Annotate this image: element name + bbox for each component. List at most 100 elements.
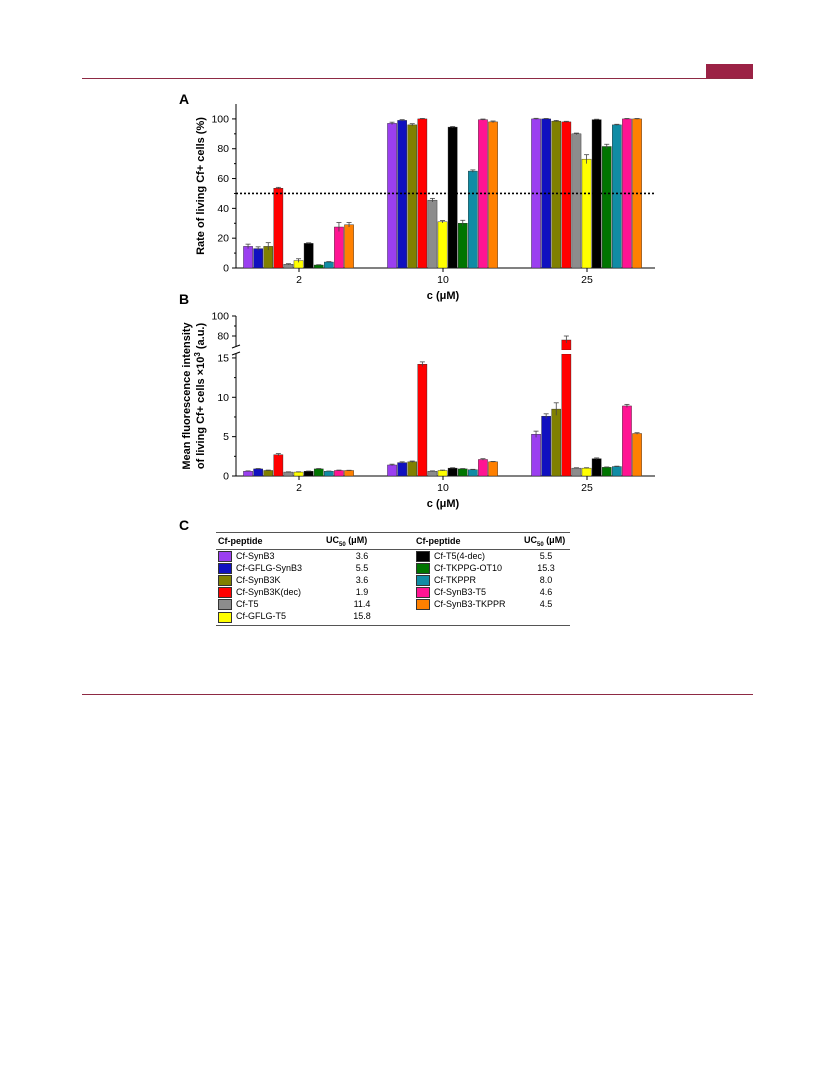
y-tick-label: 10	[217, 392, 229, 404]
bar	[313, 264, 324, 269]
peptide-cell: Cf-T5	[216, 598, 324, 611]
y-tick-label: 15	[217, 352, 229, 364]
x-tick-label: 25	[581, 274, 593, 286]
table-row: Cf-SynB3 3.6 Cf-T5(4-dec) 5.5	[216, 549, 570, 562]
peptide-cell: Cf-TKPPG-OT10	[400, 562, 522, 575]
color-swatch	[416, 575, 430, 587]
bar	[561, 121, 572, 269]
uc-subscript: 50	[537, 541, 544, 548]
col-peptide-left: Cf-peptide	[216, 532, 324, 550]
bar	[612, 466, 622, 477]
bar	[478, 459, 488, 477]
bar	[407, 124, 418, 269]
bar	[478, 119, 488, 269]
uc50-value: 5.5	[539, 550, 553, 561]
uc50-value	[522, 610, 570, 626]
bar	[457, 468, 468, 477]
uc50-value: 4.5	[539, 599, 553, 610]
peptide-name: Cf-GFLG-T5	[236, 611, 287, 622]
bottom-rule	[82, 694, 753, 695]
color-swatch	[218, 575, 232, 587]
bar	[243, 471, 253, 477]
peptide-name: Cf-TKPPG-OT10	[434, 562, 503, 573]
color-swatch	[218, 611, 232, 623]
y-tick-label: 80	[217, 143, 229, 155]
bar	[581, 158, 592, 269]
y-tick-label: 100	[211, 311, 229, 323]
peptide-name: Cf-TKPPR	[434, 575, 477, 586]
y-tick-label: 0	[223, 263, 229, 275]
y-tick-label: 100	[211, 113, 229, 125]
peptide-name: Cf-T5	[236, 599, 259, 610]
x-tick-label: 10	[437, 482, 449, 494]
bar	[427, 199, 438, 269]
peptide-cell: Cf-SynB3K	[216, 574, 324, 587]
bar	[468, 469, 478, 477]
peptide-cell: Cf-SynB3K(dec)	[216, 586, 324, 599]
bar	[283, 471, 294, 477]
bar	[622, 405, 632, 477]
bar	[397, 462, 407, 477]
bar-lower-part	[561, 353, 572, 477]
table-row: Cf-SynB3K 3.6 Cf-TKPPR 8.0	[216, 574, 570, 587]
axis-break-mark	[231, 351, 241, 356]
color-swatch	[416, 563, 430, 575]
uc-text: UC	[524, 535, 537, 545]
x-tick-label: 25	[581, 482, 593, 494]
uc50-value: 3.6	[355, 550, 369, 561]
peptide-name: Cf-GFLG-SynB3	[236, 562, 303, 573]
color-swatch	[218, 550, 232, 562]
peptide-cell: Cf-GFLG-T5	[216, 610, 324, 626]
y-tick-label: 60	[217, 173, 229, 185]
peptide-cell: Cf-T5(4-dec)	[400, 549, 522, 562]
bar	[334, 470, 344, 477]
bar	[447, 126, 458, 269]
x-axis-title: c (μM)	[427, 290, 460, 302]
bar	[457, 223, 468, 269]
uc-unit: (μM)	[345, 535, 368, 545]
bar	[273, 188, 284, 269]
panel-label-a: A	[179, 91, 190, 107]
panel-label-c: C	[179, 517, 190, 533]
bar	[407, 461, 418, 477]
peptide-cell	[400, 610, 522, 626]
bar	[263, 470, 274, 477]
y-tick-label: 40	[217, 203, 229, 215]
header-tab	[706, 64, 753, 78]
bar	[612, 124, 622, 269]
uc50-value: 11.4	[353, 599, 371, 610]
color-swatch	[218, 563, 232, 575]
chart-b: 0 5 10 15 80 100 2 10 25 c (μM) Mean fluorescence …	[181, 311, 655, 510]
uc-text: UC	[326, 535, 339, 545]
table-row: Cf-GFLG-SynB3 5.5 Cf-TKPPG-OT10 15.3	[216, 562, 570, 575]
bar	[551, 120, 562, 269]
peptide-cell: Cf-SynB3-TKPPR	[400, 598, 522, 611]
bar	[571, 133, 582, 269]
bar	[293, 471, 304, 477]
uc50-value: 8.0	[539, 575, 553, 586]
peptide-cell: Cf-SynB3-T5	[400, 586, 522, 599]
y-tick-label: 80	[217, 331, 229, 343]
bar	[437, 470, 448, 477]
bar	[571, 467, 582, 477]
uc50-value: 3.6	[355, 575, 369, 586]
bar	[243, 246, 253, 269]
peptide-cell: Cf-SynB3	[216, 549, 324, 562]
bar	[427, 471, 438, 477]
uc50-value: 5.5	[355, 562, 369, 573]
color-swatch	[416, 599, 430, 611]
bar	[447, 467, 458, 477]
bar	[344, 224, 354, 269]
bar	[591, 458, 602, 477]
bar	[313, 468, 324, 477]
bar	[253, 248, 263, 269]
color-swatch	[416, 587, 430, 599]
y-axis-title: Rate of living Cf+ cells (%)	[195, 117, 207, 255]
uc-subscript: 50	[339, 541, 346, 548]
x-axis-title: c (μM)	[427, 498, 460, 510]
uc50-value: 1.9	[355, 587, 369, 598]
top-rule	[82, 78, 753, 79]
color-swatch	[218, 587, 232, 599]
bar	[468, 170, 478, 269]
bar	[437, 221, 448, 269]
